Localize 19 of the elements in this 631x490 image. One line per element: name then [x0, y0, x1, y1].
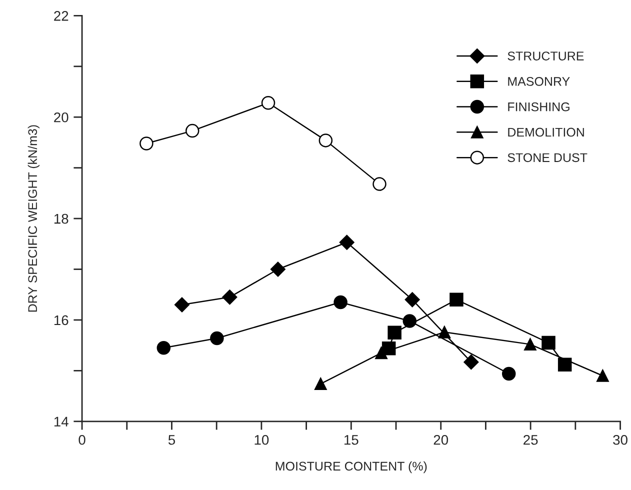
y-tick-label: 18	[54, 214, 68, 224]
x-axis-title: MOISTURE CONTENT (%)	[276, 461, 427, 474]
x-tick-label: 0	[78, 434, 86, 445]
x-tick-label: 5	[168, 435, 176, 445]
x-tick-label: 20	[434, 434, 448, 445]
y-tick-label: 20	[54, 112, 68, 122]
y-tick-label: 22	[54, 11, 68, 21]
legend-label: MASONRY	[508, 77, 570, 86]
x-tick-label: 25	[524, 434, 538, 445]
x-tick-label: 10	[254, 434, 269, 445]
x-tick-label: 15	[344, 435, 358, 445]
y-tick-label: 16	[54, 315, 68, 326]
y-axis-title: DRY SPECIFIC WEIGHT (kN/m3)	[28, 125, 40, 312]
x-tick-label: 30	[613, 434, 628, 445]
y-tick-label: 14	[54, 416, 68, 426]
legend-label: STRUCTURE	[508, 52, 584, 60]
legend-label: STONE DUST	[508, 153, 588, 162]
legend-label: DEMOLITION	[508, 128, 584, 137]
legend-label: FINISHING	[508, 102, 570, 112]
